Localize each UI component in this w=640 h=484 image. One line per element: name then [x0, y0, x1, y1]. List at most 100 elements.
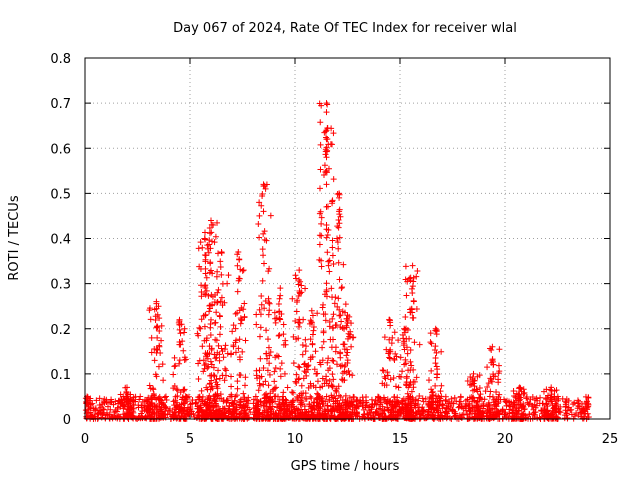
data-point: [164, 411, 171, 418]
y-tick-label: 0.2: [50, 323, 71, 338]
data-point: [493, 396, 500, 403]
data-point: [84, 410, 91, 417]
data-point: [206, 381, 213, 388]
data-point: [142, 403, 149, 410]
data-point: [302, 285, 309, 292]
data-point: [204, 364, 211, 371]
data-point: [430, 398, 437, 405]
data-point: [293, 308, 300, 315]
data-point: [217, 323, 224, 330]
data-point: [433, 363, 440, 370]
data-point: [345, 367, 352, 374]
x-tick-label: 10: [287, 432, 304, 447]
data-point: [228, 391, 235, 398]
data-point: [201, 235, 208, 242]
data-point: [416, 393, 423, 400]
data-point: [289, 295, 296, 302]
data-point: [408, 388, 415, 395]
data-point: [534, 397, 541, 404]
data-point: [320, 301, 327, 308]
data-point: [323, 286, 330, 293]
data-point: [290, 360, 297, 367]
data-point: [202, 258, 209, 265]
data-point: [230, 403, 237, 410]
data-point: [521, 389, 528, 396]
data-point: [469, 398, 476, 405]
data-point: [474, 388, 481, 395]
data-point: [135, 402, 142, 409]
data-point: [337, 354, 344, 361]
data-point: [242, 337, 249, 344]
data-point: [425, 401, 432, 408]
data-point: [335, 383, 342, 390]
data-point: [328, 392, 335, 399]
data-point: [297, 278, 304, 285]
data-point: [293, 371, 300, 378]
data-point: [460, 405, 467, 412]
data-point: [258, 293, 265, 300]
data-point: [240, 390, 247, 397]
data-point: [376, 415, 383, 422]
data-point: [264, 367, 271, 374]
data-point: [517, 396, 524, 403]
data-point: [209, 238, 216, 245]
data-point: [156, 315, 163, 322]
data-point: [317, 119, 324, 126]
data-point: [219, 372, 226, 379]
data-point: [266, 352, 273, 359]
data-point: [413, 273, 420, 280]
data-point: [392, 383, 399, 390]
data-point: [531, 401, 538, 408]
data-point: [518, 410, 525, 417]
data-point: [301, 368, 308, 375]
data-point: [153, 324, 160, 331]
data-point: [235, 275, 242, 282]
data-point: [207, 245, 214, 252]
data-point: [523, 394, 530, 401]
y-tick-label: 0.1: [50, 368, 71, 383]
data-point: [315, 403, 322, 410]
data-point: [516, 384, 523, 391]
data-point: [215, 286, 222, 293]
data-point: [207, 358, 214, 365]
data-point: [222, 342, 229, 349]
data-point: [322, 317, 329, 324]
data-point: [444, 400, 451, 407]
data-point: [228, 383, 235, 390]
data-point: [330, 311, 337, 318]
data-point: [403, 335, 410, 342]
data-point: [234, 309, 241, 316]
data-point: [305, 362, 312, 369]
data-point: [309, 331, 316, 338]
data-point: [365, 414, 372, 421]
data-point: [395, 337, 402, 344]
data-point: [391, 393, 398, 400]
data-point: [231, 410, 238, 417]
data-point: [201, 337, 208, 344]
data-point: [470, 370, 477, 377]
data-point: [336, 312, 343, 319]
data-point: [187, 405, 194, 412]
data-point: [416, 341, 423, 348]
data-point: [401, 340, 408, 347]
data-point: [273, 384, 280, 391]
data-point: [340, 261, 347, 268]
data-point: [335, 295, 342, 302]
data-point: [178, 321, 185, 328]
data-point: [323, 221, 330, 228]
data-point: [488, 347, 495, 354]
data-point: [265, 344, 272, 351]
data-point: [419, 395, 426, 402]
data-point: [199, 244, 206, 251]
data-point: [197, 325, 204, 332]
data-point: [329, 383, 336, 390]
data-point: [215, 367, 222, 374]
data-point: [432, 325, 439, 332]
data-point: [316, 241, 323, 248]
data-point: [185, 411, 192, 418]
data-point: [199, 343, 206, 350]
data-point: [530, 406, 537, 413]
data-point: [322, 413, 329, 420]
data-point: [568, 411, 575, 418]
data-point: [160, 377, 167, 384]
